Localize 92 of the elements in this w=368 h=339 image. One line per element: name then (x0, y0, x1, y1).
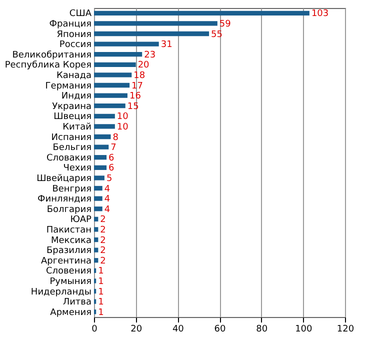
y-tick-label: Бразилия (46, 246, 92, 256)
bar (94, 186, 102, 191)
data-label: 5 (106, 174, 112, 184)
data-label: 18 (134, 70, 146, 81)
y-tick-label: США (69, 9, 92, 20)
x-tick-label: 100 (295, 324, 313, 334)
bar (94, 104, 126, 108)
bar (94, 42, 159, 46)
data-label: 20 (138, 60, 150, 71)
y-tick-label: Франция (49, 19, 92, 30)
y-tick-label: Бельгия (52, 143, 92, 154)
bar (94, 82, 130, 88)
data-label: 17 (132, 81, 144, 92)
bar (94, 248, 98, 252)
data-label: 55 (211, 30, 222, 40)
data-label: 7 (110, 143, 116, 154)
bar (94, 31, 210, 36)
y-tick-label: Швейцария (36, 174, 92, 184)
data-label: 1 (98, 266, 104, 277)
y-tick-label: Словакия (46, 153, 92, 164)
bar (94, 10, 310, 16)
bar (94, 216, 98, 222)
data-label: 2 (100, 236, 106, 246)
y-tick-label: ЮАР (70, 215, 92, 226)
data-label: 1 (98, 308, 104, 318)
data-label: 4 (104, 184, 110, 194)
x-tick-label: 20 (130, 324, 142, 334)
y-tick-label: Финляндия (37, 194, 92, 205)
bar (94, 134, 111, 140)
y-tick-label: Украина (52, 102, 92, 112)
bar (94, 144, 109, 150)
data-label: 2 (100, 256, 106, 266)
bar (94, 62, 136, 67)
bar (94, 155, 107, 160)
y-tick-label: Китай (62, 122, 92, 132)
data-label: 10 (116, 122, 129, 132)
y-tick-label: Румыния (50, 276, 92, 287)
data-label: 1 (98, 276, 104, 287)
bar (94, 258, 98, 263)
x-tick-label: 120 (336, 324, 354, 334)
y-tick-label: Россия (59, 40, 92, 50)
x-tick-label: 80 (256, 324, 268, 334)
data-label: 31 (160, 40, 172, 50)
y-tick-label: Венгрия (52, 184, 92, 194)
data-label: 16 (129, 92, 142, 102)
data-label: 4 (104, 204, 110, 215)
y-tick-label: Болгария (46, 204, 92, 215)
y-tick-label: Испания (51, 132, 92, 143)
y-tick-label: Индия (61, 92, 92, 102)
x-tick-label: 60 (214, 324, 226, 334)
bar (94, 114, 115, 118)
data-label: 2 (100, 246, 106, 256)
data-label: 15 (127, 102, 139, 112)
data-label: 23 (144, 50, 156, 60)
y-tick-label: Литва (62, 298, 92, 308)
data-label: 4 (104, 194, 110, 205)
y-tick-label: Республика Корея (4, 60, 92, 71)
y-tick-label: Япония (56, 30, 92, 40)
y-tick-label: Армения (50, 308, 92, 318)
data-label: 2 (100, 215, 106, 226)
bar (94, 21, 218, 26)
y-tick-label: Великобритания (12, 50, 92, 60)
bar (94, 237, 98, 242)
bar (94, 93, 128, 98)
y-tick-label: Мексика (51, 236, 92, 246)
x-tick-label: 0 (92, 324, 98, 334)
bar (94, 176, 104, 180)
data-label: 6 (108, 153, 115, 164)
data-label: 2 (100, 225, 106, 236)
bar (94, 206, 102, 212)
bar (94, 227, 98, 232)
bar (94, 165, 107, 170)
bar (94, 196, 102, 201)
bar (94, 52, 142, 57)
data-label: 1 (98, 287, 104, 298)
y-tick-label: Пакистан (46, 225, 92, 236)
data-label: 10 (116, 112, 129, 122)
y-tick-label: Канада (56, 70, 92, 81)
data-label: 103 (311, 9, 329, 20)
y-tick-label: Нидерланды (30, 287, 92, 298)
data-label: 1 (98, 298, 104, 308)
data-label: 8 (112, 132, 119, 143)
data-label: 6 (108, 164, 115, 174)
bar (94, 124, 115, 129)
y-tick-label: Аргентина (40, 256, 92, 266)
data-label: 59 (219, 19, 232, 30)
x-tick-label: 40 (172, 324, 184, 334)
y-tick-label: Чехия (63, 164, 92, 174)
y-tick-label: Швеция (54, 112, 92, 122)
y-tick-label: Словения (46, 266, 92, 277)
bar (94, 72, 132, 78)
y-tick-label: Германия (45, 81, 92, 92)
